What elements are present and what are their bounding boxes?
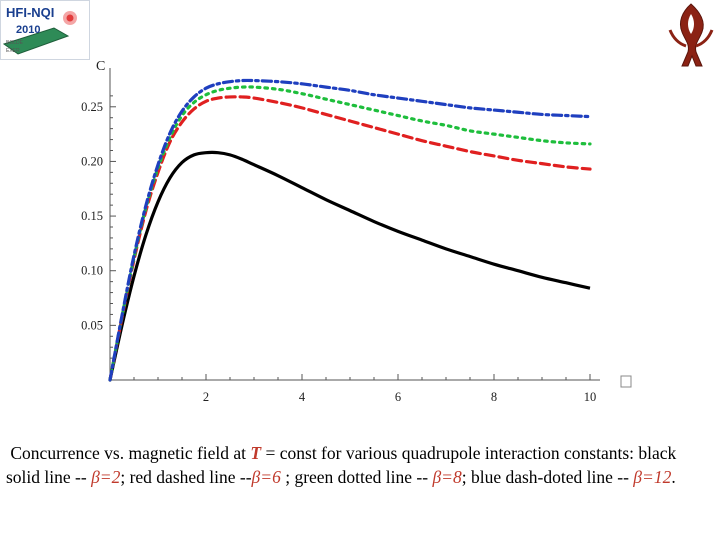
- caption-beta-6: β=6: [251, 466, 281, 487]
- concurrence-chart: 2 4 6 8 10 0.05 0.10 0.15 0.20 0.25 C: [81, 59, 632, 404]
- caption-temperature-symbol: T: [250, 443, 262, 463]
- logo-year: 2010: [16, 24, 40, 36]
- logo-subtext-1: BOLDE: [6, 40, 24, 46]
- conference-logo: HFI-NQI 2010 BOLDE EXER: [0, 0, 90, 60]
- y-tick-label: 0.10: [81, 264, 103, 278]
- caption-text-1: Concurrence vs. magnetic field at: [10, 443, 251, 463]
- y-tick-label: 0.25: [81, 100, 103, 114]
- x-tick-label: 4: [299, 390, 306, 404]
- caption-text-4: ; green dotted line --: [280, 466, 433, 487]
- series-line-1: [108, 150, 591, 381]
- series-line-3: [108, 85, 592, 382]
- caption-text-6: .: [671, 466, 676, 487]
- x-tick-label: 6: [395, 390, 401, 404]
- caption-text-3: ; red dashed line --: [120, 466, 252, 487]
- figure-caption: Concurrence vs. magnetic field at T = co…: [6, 442, 706, 489]
- caption-beta-12: β=12: [633, 466, 672, 487]
- caption-beta-8: β=8: [432, 466, 462, 487]
- caption-beta-2: β=2: [91, 466, 121, 487]
- logo-subtext-2: EXER: [6, 48, 20, 54]
- logo-title: HFI-NQI: [6, 5, 54, 20]
- series-line-4: [108, 78, 592, 382]
- caption-text-2: = const for various quadrupole interacti…: [6, 443, 677, 487]
- x-tick-label: 2: [203, 390, 209, 404]
- y-axis-label: C: [96, 59, 105, 74]
- caption-text-5: ; blue dash-doted line --: [461, 466, 634, 487]
- series-line-2: [108, 95, 592, 382]
- chart-series-group: [108, 78, 592, 382]
- x-tick-label: 8: [491, 390, 497, 404]
- y-tick-label: 0.05: [81, 318, 103, 332]
- x-axis-end-marker: [620, 375, 632, 388]
- x-tick-label: 10: [584, 390, 597, 404]
- institution-emblem: [668, 3, 714, 67]
- chart-ticks: 2 4 6 8 10 0.05 0.10 0.15 0.20 0.25: [81, 95, 597, 404]
- y-tick-label: 0.20: [81, 154, 103, 168]
- y-tick-label: 0.15: [81, 209, 103, 223]
